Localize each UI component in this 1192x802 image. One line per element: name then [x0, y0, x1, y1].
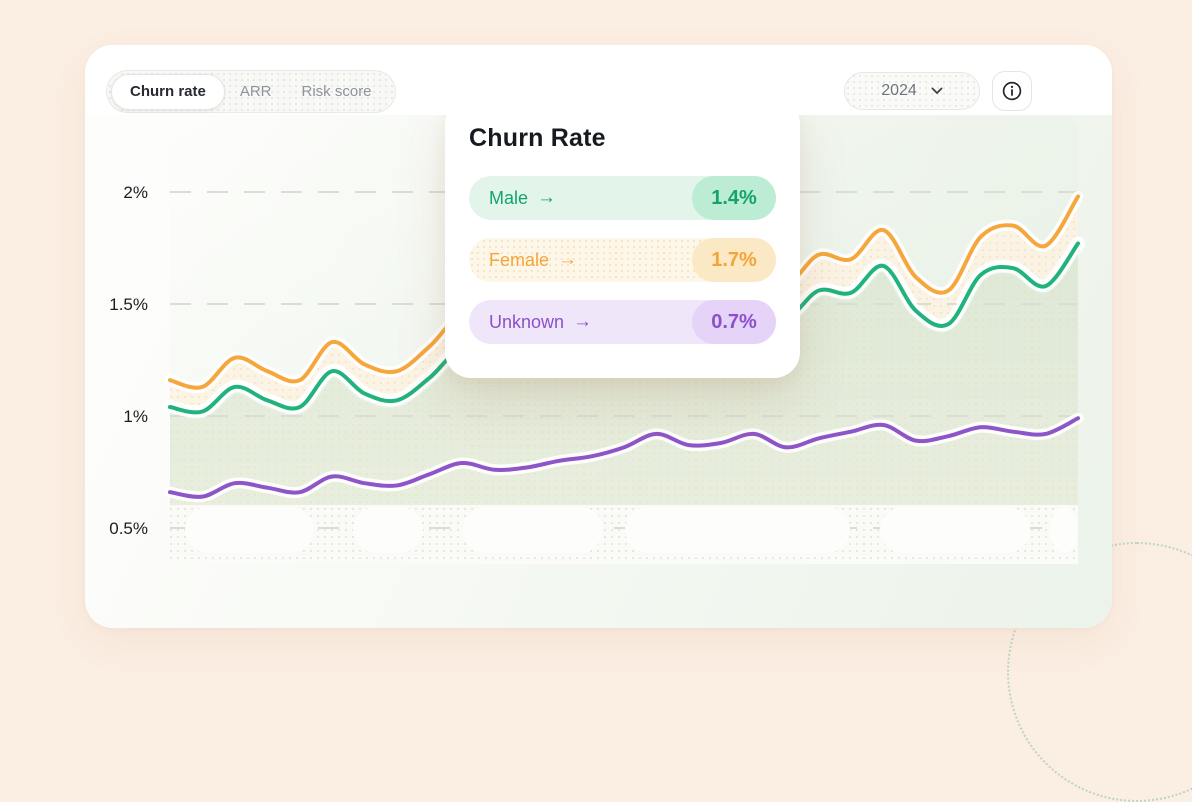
arrow-right-icon: → — [537, 187, 556, 209]
chart-tooltip: Churn Rate Male → 1.4% Female → 1.7% Unk… — [445, 115, 800, 378]
skeleton-blob — [463, 507, 603, 553]
y-tick-label: 0.5% — [109, 519, 148, 538]
tab-risk-score[interactable]: Risk score — [287, 74, 387, 110]
year-select-value: 2024 — [881, 82, 917, 100]
tooltip-row-label: Female → — [489, 249, 577, 271]
dashboard-card: 2% 1.5% 1% 0.5% Churn Rate Male → 1.4% Fema… — [85, 45, 1112, 628]
y-tick-label: 1% — [123, 407, 148, 426]
tooltip-title: Churn Rate — [469, 124, 776, 153]
tooltip-value-badge: 0.7% — [692, 300, 776, 344]
skeleton-blob — [185, 507, 313, 553]
metric-tab-bar: Churn rate ARR Risk score — [106, 70, 396, 113]
chart-area: 2% 1.5% 1% 0.5% Churn Rate Male → 1.4% Fema… — [85, 115, 1112, 628]
arrow-right-icon: → — [558, 249, 577, 271]
chevron-down-icon — [931, 87, 943, 95]
y-tick-label: 1.5% — [109, 295, 148, 314]
tooltip-row-female[interactable]: Female → 1.7% — [469, 238, 776, 282]
tooltip-value-badge: 1.7% — [692, 238, 776, 282]
info-icon — [1001, 80, 1023, 102]
tooltip-row-label: Male → — [489, 187, 556, 209]
tooltip-row-unknown[interactable]: Unknown → 0.7% — [469, 300, 776, 344]
skeleton-blob — [1050, 507, 1078, 553]
year-select[interactable]: 2024 — [844, 72, 980, 110]
y-tick-label: 2% — [123, 183, 148, 202]
skeleton-blob — [625, 507, 850, 553]
tooltip-value-badge: 1.4% — [692, 176, 776, 220]
skeleton-blob — [353, 507, 423, 553]
tooltip-row-label: Unknown → — [489, 311, 592, 333]
card-header: Churn rate ARR Risk score 2024 — [85, 45, 1112, 115]
arrow-right-icon: → — [573, 311, 592, 333]
tab-churn-rate[interactable]: Churn rate — [111, 74, 225, 110]
skeleton-blob — [880, 507, 1030, 553]
tooltip-row-male[interactable]: Male → 1.4% — [469, 176, 776, 220]
info-button[interactable] — [992, 71, 1032, 111]
tab-arr[interactable]: ARR — [225, 74, 287, 110]
